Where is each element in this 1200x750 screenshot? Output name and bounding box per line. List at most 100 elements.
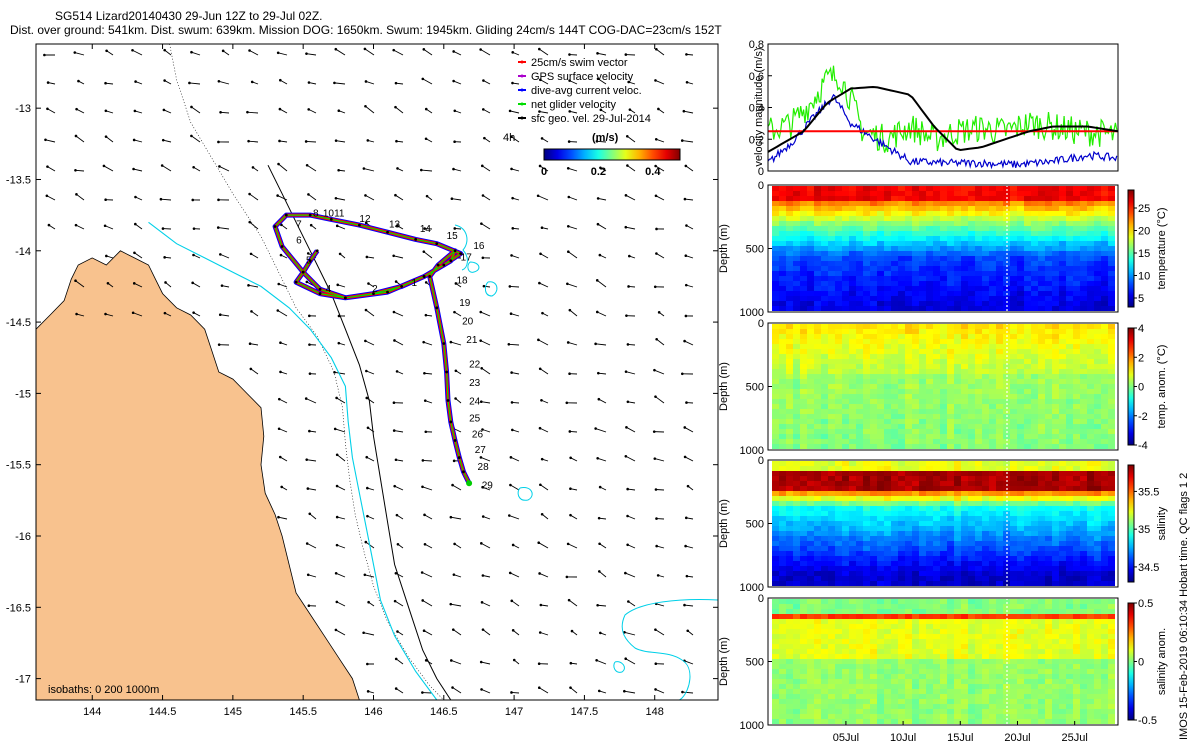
heatmap-cell	[968, 216, 975, 221]
heatmap-cell	[989, 369, 996, 374]
current-arrow	[335, 453, 346, 462]
current-arrow	[654, 395, 665, 404]
heatmap-cell	[807, 506, 814, 511]
current-arrow	[481, 194, 491, 201]
heatmap-cell	[863, 329, 870, 334]
heatmap-cell	[1059, 291, 1066, 296]
current-arrow-head	[510, 135, 513, 139]
heatmap-cell	[891, 221, 898, 226]
heatmap-cell	[1045, 271, 1052, 276]
heatmap-cell	[891, 256, 898, 261]
heatmap-cell	[842, 191, 849, 196]
heatmap-cell	[905, 389, 912, 394]
heatmap-cell	[793, 236, 800, 241]
heatmap-cell	[877, 251, 884, 256]
heatmap-cell	[870, 434, 877, 439]
heatmap-cell	[1010, 276, 1017, 281]
track-point	[449, 420, 453, 424]
heatmap-cell	[975, 216, 982, 221]
heatmap-cell	[1010, 481, 1017, 486]
current-arrow-shaft	[684, 660, 694, 665]
heatmap-cell	[947, 329, 954, 334]
heatmap-cell	[1094, 281, 1101, 286]
heatmap-cell	[779, 236, 786, 241]
heatmap-cell	[1052, 306, 1059, 311]
heatmap-cell	[793, 241, 800, 246]
heatmap-cell	[1073, 241, 1080, 246]
heatmap-cell	[961, 541, 968, 546]
track-point	[400, 285, 404, 288]
heatmap-cell	[1066, 571, 1073, 576]
heatmap-cell	[912, 521, 919, 526]
current-arrow	[540, 226, 549, 230]
heatmap-cell	[912, 511, 919, 516]
heatmap-cell	[947, 486, 954, 491]
heatmap-cell	[1108, 429, 1115, 434]
heatmap-cell	[1038, 306, 1045, 311]
current-arrow	[162, 108, 172, 114]
heatmap-cell	[800, 231, 807, 236]
heatmap-cell	[961, 546, 968, 551]
heatmap-cell	[821, 236, 828, 241]
heatmap-cell	[1087, 374, 1094, 379]
heatmap-cell	[905, 196, 912, 201]
current-arrow	[511, 196, 520, 201]
heatmap-cell	[821, 196, 828, 201]
heatmap-cell	[877, 231, 884, 236]
heatmap-cell	[835, 196, 842, 201]
heatmap-cell	[1003, 576, 1010, 581]
colorbar-tick-label: 15	[1138, 248, 1150, 260]
heatmap-cell	[1080, 291, 1087, 296]
day-label: 4	[326, 284, 332, 295]
heatmap-cell	[905, 364, 912, 369]
heatmap-cell	[1010, 476, 1017, 481]
heatmap-cell	[884, 359, 891, 364]
current-arrow-shaft	[76, 193, 85, 201]
heatmap-cell	[912, 211, 919, 216]
heatmap-cell	[954, 221, 961, 226]
heatmap-cell	[1024, 551, 1031, 556]
current-arrow	[654, 488, 665, 491]
heatmap-cell	[905, 206, 912, 211]
heatmap-cell	[1066, 501, 1073, 506]
heatmap-cell	[786, 291, 793, 296]
heatmap-cell	[1010, 496, 1017, 501]
heatmap-cell	[891, 206, 898, 211]
heatmap-cell	[1087, 364, 1094, 369]
current-arrow-head	[624, 53, 628, 56]
heatmap-cell	[1024, 491, 1031, 496]
current-arrow-shaft	[249, 50, 259, 56]
heatmap-cell	[1101, 339, 1108, 344]
heatmap-cell	[1087, 286, 1094, 291]
heatmap-cell	[835, 286, 842, 291]
heatmap-cell	[1094, 256, 1101, 261]
heatmap-cell	[1066, 364, 1073, 369]
heatmap-cell	[772, 266, 779, 271]
heatmap-cell	[926, 471, 933, 476]
heatmap-cell	[947, 546, 954, 551]
heatmap-cell	[1059, 566, 1066, 571]
current-arrow	[480, 601, 491, 607]
heatmap-cell	[898, 551, 905, 556]
heatmap-cell	[877, 434, 884, 439]
heatmap-cell	[800, 566, 807, 571]
heatmap-cell	[821, 444, 828, 449]
heatmap-cell	[989, 566, 996, 571]
heatmap-cell	[863, 276, 870, 281]
heatmap-cell	[1059, 216, 1066, 221]
heatmap-cell	[961, 531, 968, 536]
current-arrow	[599, 631, 607, 636]
heatmap-cell	[772, 301, 779, 306]
heatmap-cell	[1094, 339, 1101, 344]
heatmap-cell	[947, 301, 954, 306]
heatmap-cell	[779, 211, 786, 216]
current-arrow-shaft	[218, 80, 230, 85]
current-arrow-shaft	[75, 224, 85, 230]
current-arrow	[75, 107, 85, 114]
heatmap-cell	[954, 521, 961, 526]
heatmap-cell	[884, 516, 891, 521]
current-arrow	[75, 312, 85, 317]
heatmap-cell	[989, 434, 996, 439]
current-arrow-shaft	[395, 194, 404, 201]
heatmap-cell	[905, 414, 912, 419]
